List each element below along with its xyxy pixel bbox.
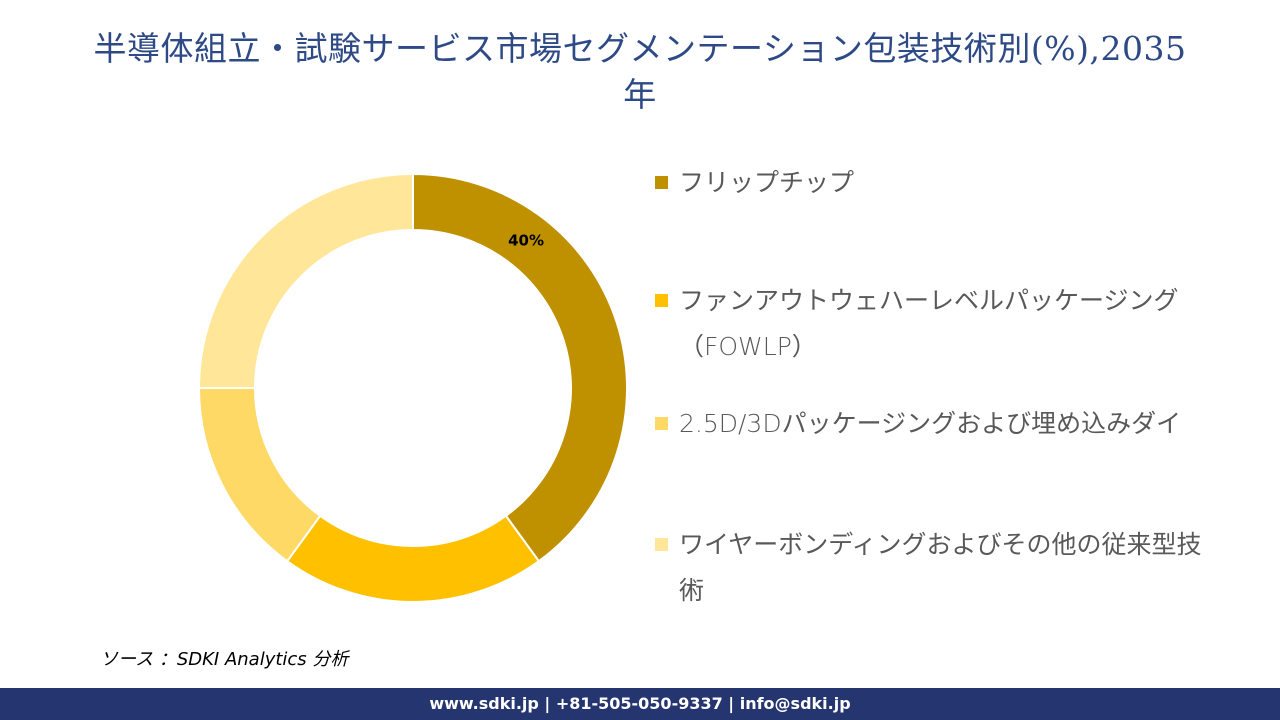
data-label: 40% xyxy=(508,231,544,249)
footer-contact: www.sdki.jp | +81-505-050-9337 | info@sd… xyxy=(429,694,851,713)
legend-label: フリップチップ xyxy=(679,168,855,197)
legend-marker-flip-chip xyxy=(655,176,668,189)
donut-segment xyxy=(412,172,628,563)
legend-label: ワイヤーボンディングおよびその他の従来型技 術 xyxy=(679,530,1202,605)
chart-title: 半導体組立・試験サービス市場セグメンテーション包装技術別(%),2035 年 xyxy=(0,26,1280,118)
legend-item-2-5d-3d: 2.5D/3Dパッケージングおよび埋め込みダイ xyxy=(655,401,1255,447)
donut-segment xyxy=(197,387,322,563)
chart-title-line2: 年 xyxy=(623,75,657,114)
donut-chart: 40% xyxy=(190,165,640,615)
legend-item-flip-chip: フリップチップ xyxy=(655,160,1255,206)
legend-marker-fowlp xyxy=(655,294,668,307)
legend-item-fowlp: ファンアウトウェハーレベルパッケージング （FOWLP） xyxy=(655,278,1255,370)
footer-bar: www.sdki.jp | +81-505-050-9337 | info@sd… xyxy=(0,688,1280,720)
donut-segment xyxy=(197,172,414,389)
legend-item-wire-bonding: ワイヤーボンディングおよびその他の従来型技 術 xyxy=(655,522,1255,614)
source-note: ソース ：SDKI Analytics 分析 xyxy=(100,649,349,670)
legend-label: ファンアウトウェハーレベルパッケージング （FOWLP） xyxy=(679,286,1179,361)
donut-chart-svg: 40% xyxy=(197,172,628,603)
legend-marker-2-5d-3d xyxy=(655,417,668,430)
chart-title-line1: 半導体組立・試験サービス市場セグメンテーション包装技術別(%),2035 xyxy=(93,29,1187,68)
legend-marker-wire-bonding xyxy=(655,538,668,551)
legend-label: 2.5D/3Dパッケージングおよび埋め込みダイ xyxy=(679,409,1182,438)
donut-segment xyxy=(285,514,541,603)
